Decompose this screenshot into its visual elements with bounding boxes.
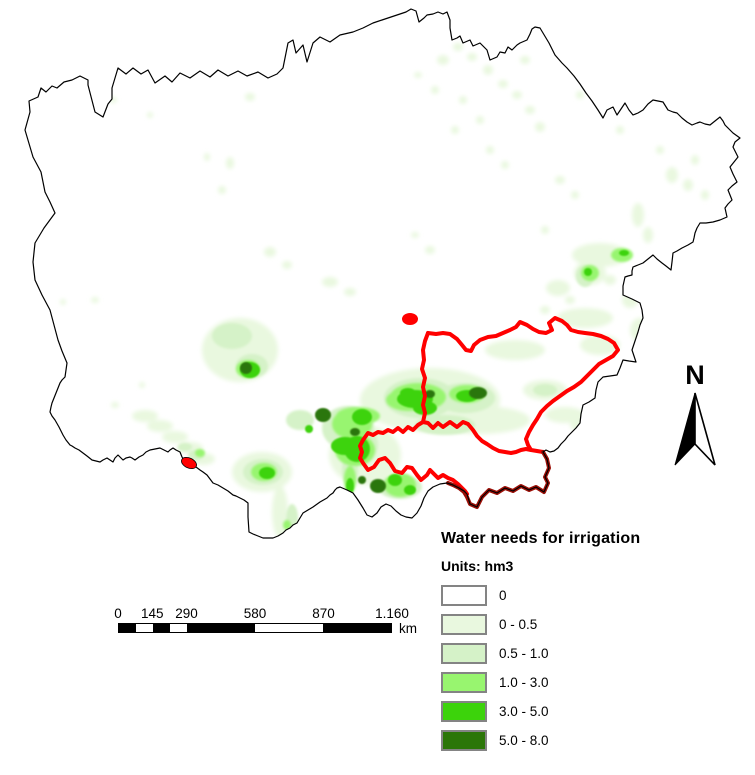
north-arrow-label: N [685,360,705,390]
legend-row: 0.5 - 1.0 [441,643,741,664]
basin-detached-patch [402,313,418,325]
legend-swatch-2 [441,643,487,664]
scale-bar: 0 145 290 580 870 1.160 km [114,606,417,636]
legend-label: 0.5 - 1.0 [499,646,549,661]
irrigation-raster-layer [60,37,709,538]
legend-swatch-1 [441,614,487,635]
legend-label: 5.0 - 8.0 [499,733,549,748]
legend-row: 3.0 - 5.0 [441,701,741,722]
legend-swatch-3 [441,672,487,693]
raster-class-5-8 [240,362,487,493]
scale-tick: 0 [114,606,122,621]
legend-row: 0 [441,585,741,606]
north-arrow-icon [674,392,716,466]
region-boundary [24,8,741,539]
scale-tick: 1.160 [375,606,409,621]
scale-tick: 290 [175,606,198,621]
legend-label: 0 - 0.5 [499,617,538,632]
legend-swatch-0 [441,585,487,606]
region-fill [25,9,740,538]
legend-row: 5.0 - 8.0 [441,730,741,751]
north-arrow: N [664,360,726,467]
scale-tick: 870 [312,606,335,621]
scale-bar-ticks: 0 145 290 580 870 1.160 [114,606,409,623]
basin-outline [358,313,620,509]
legend-rows: 0 0 - 0.5 0.5 - 1.0 1.0 - 3.0 3.0 - 5.0 … [441,585,741,751]
legend-units: Units: hm3 [441,558,514,574]
scale-bar-segments [118,623,392,633]
legend-row: 0 - 0.5 [441,614,741,635]
legend-label: 3.0 - 5.0 [499,704,549,719]
legend-row: 1.0 - 3.0 [441,672,741,693]
basin-boundary-patch [181,456,197,470]
scale-tick: 580 [243,606,267,621]
scale-tick: 145 [140,606,164,621]
legend-swatch-4 [441,701,487,722]
legend-label: 1.0 - 3.0 [499,675,549,690]
legend-swatch-5 [441,730,487,751]
legend: Water needs for irrigation Units: hm3 0 … [441,530,741,759]
scale-units-label: km [399,621,417,636]
legend-label: 0 [499,588,507,603]
legend-title: Water needs for irrigation [441,530,641,547]
